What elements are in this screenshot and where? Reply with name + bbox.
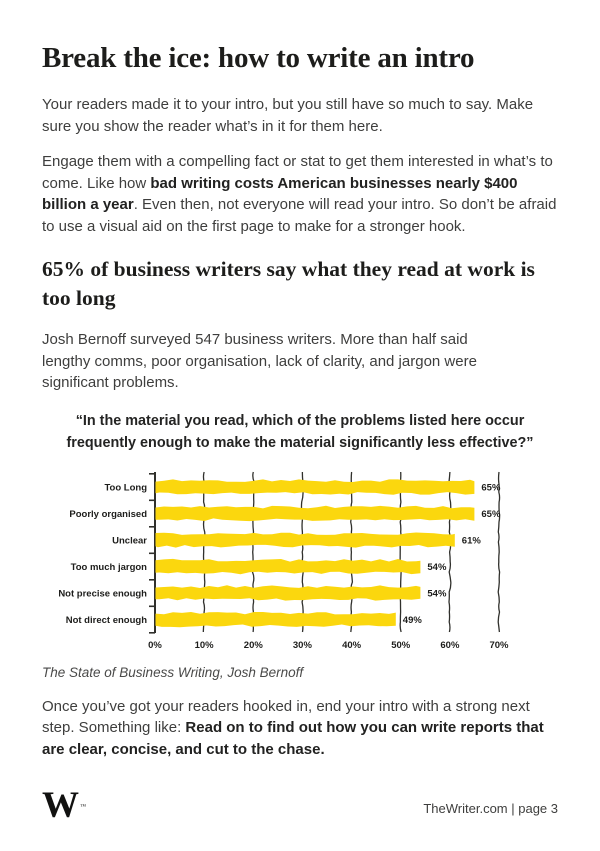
gridline-20% — [251, 471, 255, 632]
bar-not-precise-enough — [155, 584, 421, 601]
value-label: 61% — [462, 535, 482, 546]
gridline-40% — [350, 471, 354, 632]
category-label: Too much jargon — [71, 562, 148, 573]
trademark-mark: ™ — [80, 804, 86, 810]
text: Once you’ve got your readers hooked in, … — [42, 697, 530, 737]
page-footer: W ™ TheWriter.com | page 3 — [42, 787, 558, 824]
intro-paragraph-2: Engage them with a compelling fact or st… — [42, 151, 558, 237]
page-title: Break the ice: how to write an intro — [42, 42, 475, 74]
category-label: Too Long — [104, 482, 147, 493]
text: Josh Bernoff surveyed 547 business write… — [42, 331, 477, 391]
chart-title: “In the material you read, which of the … — [66, 412, 534, 451]
logo-letter: W — [42, 785, 79, 826]
text: . Even then, not everyone will read your… — [42, 196, 557, 235]
gridline-50% — [399, 471, 402, 632]
category-label: Unclear — [112, 535, 147, 546]
x-tick-label: 60% — [440, 640, 460, 651]
x-tick-label: 20% — [244, 640, 264, 651]
bar-too-much-jargon — [155, 558, 421, 574]
bold-text: Read on to find out how you can write re… — [42, 719, 544, 758]
x-tick-label: 40% — [342, 640, 362, 651]
value-label: 54% — [427, 588, 447, 599]
survey-paragraph: Josh Bernoff surveyed 547 business write… — [42, 329, 500, 394]
bar-not-direct-enough — [155, 611, 396, 627]
x-tick-label: 10% — [195, 640, 215, 651]
text: Your readers made it to your intro, but … — [42, 96, 534, 135]
value-label: 54% — [427, 562, 447, 573]
section-heading: 65% of business writers say what they re… — [42, 257, 535, 310]
survey-bar-chart: Too Long 65% Poorly organised 65% Unclear 61%… — [58, 471, 509, 651]
intro-paragraph-1: Your readers made it to your intro, but … — [42, 94, 558, 137]
thewriter-logo: W ™ — [42, 787, 86, 824]
text: Engage them with a compelling fact or st… — [42, 153, 553, 192]
value-label: 65% — [481, 509, 501, 520]
category-label: Poorly organised — [69, 509, 147, 520]
gridline-60% — [448, 471, 452, 632]
category-label: Not direct enough — [66, 615, 147, 626]
x-tick-label: 0% — [148, 640, 162, 651]
bold-text: bad writing costs American businesses ne… — [42, 174, 518, 214]
bar-unclear — [155, 532, 455, 548]
value-label: 65% — [481, 482, 501, 493]
footer-page-info: TheWriter.com | page 3 — [423, 801, 558, 816]
bar-poorly-organised — [155, 505, 475, 521]
closing-paragraph: Once you’ve got your readers hooked in, … — [42, 696, 558, 761]
x-tick-label: 70% — [489, 640, 509, 651]
category-label: Not precise enough — [58, 588, 147, 599]
gridline-10% — [202, 471, 206, 632]
gridline-70% — [497, 471, 501, 632]
gridline-30% — [300, 471, 304, 632]
bar-too-long — [155, 478, 475, 495]
x-tick-label: 30% — [293, 640, 313, 651]
value-label: 49% — [403, 615, 423, 626]
chart-source: The State of Business Writing, Josh Bern… — [42, 664, 304, 680]
x-tick-label: 50% — [391, 640, 411, 651]
